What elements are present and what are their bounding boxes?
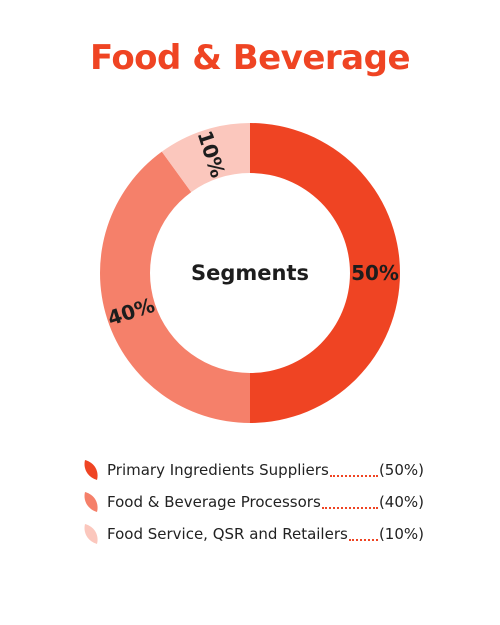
legend-leader-dots [321,507,378,509]
legend-value: (40%) [378,493,424,511]
legend-leader-dots [348,539,378,541]
legend-value: (50%) [378,461,424,479]
legend-label: Food & Beverage Processors [107,493,321,511]
leaf-icon [84,523,98,545]
legend-label: Primary Ingredients Suppliers [107,461,329,479]
leaf-icon [84,459,98,481]
donut-slice-2 [99,151,250,424]
slice-value-label-1: 50% [351,261,399,285]
center-label: Segments [191,261,309,285]
legend-value: (10%) [378,525,424,543]
legend-label: Food Service, QSR and Retailers [107,525,348,543]
donut-slice-1 [250,123,400,423]
chart-legend: Primary Ingredients Suppliers (50%) Food &… [84,458,424,554]
legend-item: Food & Beverage Processors (40%) [84,490,424,514]
leaf-icon [84,491,98,513]
legend-item: Food Service, QSR and Retailers (10%) [84,522,424,546]
legend-leader-dots [329,475,378,477]
chart-title: Food & Beverage [89,38,411,78]
legend-item: Primary Ingredients Suppliers (50%) [84,458,424,482]
donut-slice-3 [161,123,250,193]
